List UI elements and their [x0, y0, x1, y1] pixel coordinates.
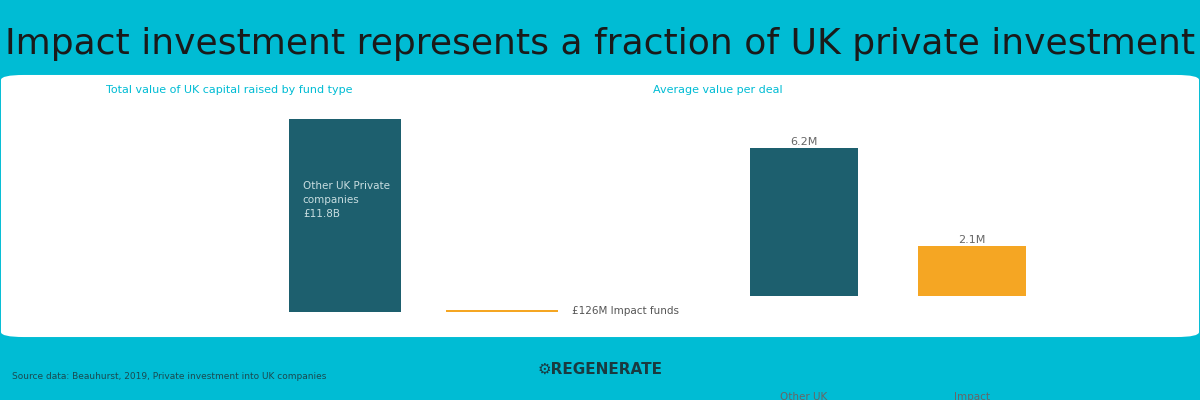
Bar: [918, 246, 1026, 296]
Text: Impact
funds: Impact funds: [954, 392, 990, 400]
Bar: [446, 310, 558, 312]
Bar: [750, 148, 858, 296]
Text: Average value per deal: Average value per deal: [653, 85, 782, 95]
Text: Impact investment represents a fraction of UK private investment: Impact investment represents a fraction …: [5, 27, 1195, 61]
Text: 2.1M: 2.1M: [959, 234, 985, 244]
Text: £126M Impact funds: £126M Impact funds: [571, 306, 679, 316]
Text: Source data: Beauhurst, 2019, Private investment into UK companies: Source data: Beauhurst, 2019, Private in…: [12, 372, 326, 381]
FancyBboxPatch shape: [1, 75, 1199, 337]
Bar: [289, 120, 401, 312]
Text: Total value of UK capital raised by fund type: Total value of UK capital raised by fund…: [106, 85, 352, 95]
Text: 6.2M: 6.2M: [791, 137, 817, 147]
Text: Other UK Private
companies
£11.8B: Other UK Private companies £11.8B: [302, 181, 390, 219]
Text: ⚙REGENERATE: ⚙REGENERATE: [538, 362, 662, 377]
Text: Other UK
private
companies: Other UK private companies: [775, 392, 833, 400]
